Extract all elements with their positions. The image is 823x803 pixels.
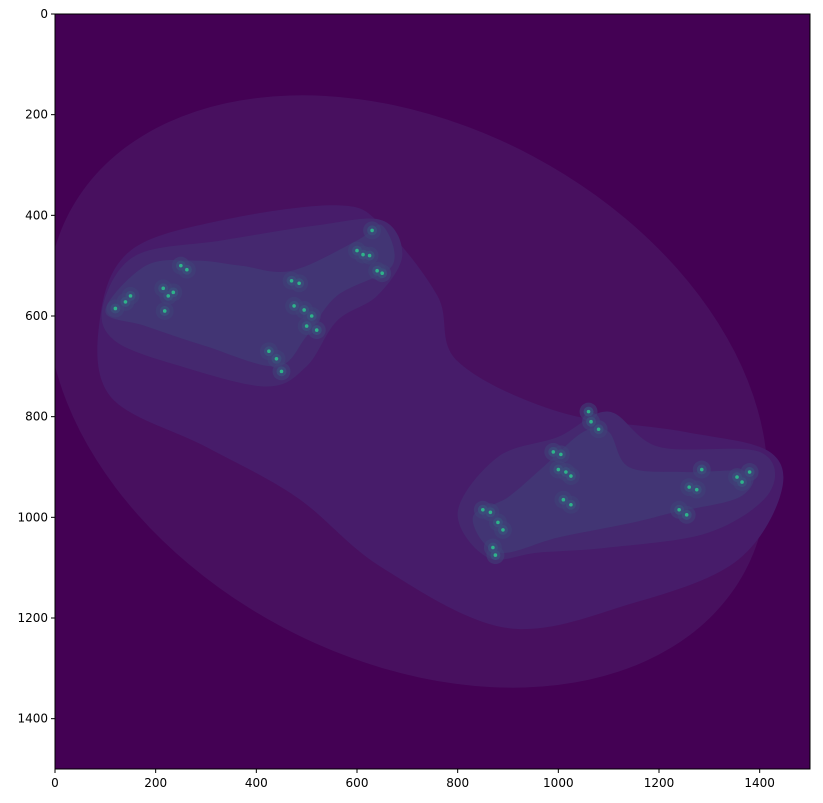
heatmap-highlight-point xyxy=(304,324,309,328)
y-tick-label: 600 xyxy=(25,309,48,323)
heatmap-highlight-point xyxy=(491,545,495,550)
y-tick-label: 1400 xyxy=(17,712,48,726)
heatmap-highlight-point xyxy=(561,497,566,502)
heatmap-highlight-point xyxy=(551,450,556,454)
heatmap-highlight-point xyxy=(289,278,294,283)
heatmap-highlight-point xyxy=(179,263,183,268)
heatmap-highlight-point xyxy=(589,419,593,424)
x-tick-label: 800 xyxy=(446,776,469,790)
heatmap-highlight-point xyxy=(380,271,384,276)
heatmap-highlight-point xyxy=(488,510,493,515)
heatmap-highlight-point xyxy=(687,485,691,489)
heatmap-highlight-point xyxy=(699,467,704,472)
y-tick-label: 1000 xyxy=(17,510,48,524)
x-tick-label: 1200 xyxy=(644,776,675,790)
heatmap-highlight-point xyxy=(113,306,118,311)
x-tick-label: 200 xyxy=(144,776,167,790)
heatmap-highlight-point xyxy=(314,328,319,332)
heatmap-highlight-point xyxy=(370,228,374,233)
heatmap-highlight-point xyxy=(586,409,591,414)
heatmap-highlight-point xyxy=(267,349,271,354)
heatmap-highlight-point xyxy=(569,502,573,507)
heatmap-highlight-point xyxy=(367,253,372,258)
y-tick-label: 800 xyxy=(25,410,48,424)
heatmap-highlight-point xyxy=(684,513,689,517)
heatmap-highlight-point xyxy=(747,470,752,474)
heatmap-highlight-point xyxy=(309,314,314,318)
heatmap-highlight-point xyxy=(735,475,739,479)
heatmap-highlight-point xyxy=(166,294,171,298)
heatmap-highlight-point xyxy=(501,528,505,532)
heatmap-highlight-point xyxy=(694,487,699,492)
heatmap-highlight-point xyxy=(375,268,379,273)
plot-frame xyxy=(54,13,811,770)
x-tick-label: 600 xyxy=(346,776,369,790)
y-tick-label: 1200 xyxy=(17,611,48,625)
heatmap-highlight-point xyxy=(677,507,681,512)
x-axis: 0 200 400 600 800 1000 1200 1400 xyxy=(51,769,775,790)
heatmap-highlight-point xyxy=(185,267,189,272)
heatmap-highlight-point xyxy=(123,300,128,304)
heatmap-highlight-point xyxy=(564,470,568,474)
heatmap-highlight-point xyxy=(596,427,601,432)
x-tick-label: 1000 xyxy=(543,776,574,790)
heatmap-highlight-point xyxy=(162,309,167,313)
heatmap-highlight-point xyxy=(297,281,301,286)
y-axis: 0 200 400 600 800 1000 1200 1400 xyxy=(17,7,55,726)
heatmap-level-4-region xyxy=(105,224,395,367)
heatmap-highlight-point xyxy=(274,356,279,361)
heatmap-highlight-point xyxy=(355,248,359,253)
heatmap-highlight-point xyxy=(481,507,485,512)
heatmap-highlight-point xyxy=(128,294,133,298)
heatmap-highlight-point xyxy=(496,520,500,525)
heatmap-highlight-point xyxy=(279,369,284,374)
heatmap-highlight-point xyxy=(493,553,498,557)
x-tick-label: 400 xyxy=(245,776,268,790)
heatmap-level-4-region xyxy=(472,427,754,554)
heatmap-highlight-point xyxy=(161,286,166,291)
heatmap-highlight-point xyxy=(292,304,296,308)
y-tick-label: 200 xyxy=(25,108,48,122)
heatmap-highlight-point xyxy=(569,474,573,478)
heatmap-highlight-point xyxy=(556,467,561,472)
x-tick-label: 0 xyxy=(51,776,59,790)
y-tick-label: 0 xyxy=(40,7,48,21)
y-tick-label: 400 xyxy=(25,208,48,222)
heatmap-highlight-point xyxy=(171,290,176,295)
x-tick-label: 1400 xyxy=(744,776,775,790)
heatmap-highlight-point xyxy=(302,308,306,312)
heatmap-highlight-point xyxy=(361,252,365,257)
heatmap-highlight-point xyxy=(740,480,744,484)
heatmap-highlight-point xyxy=(559,452,563,457)
